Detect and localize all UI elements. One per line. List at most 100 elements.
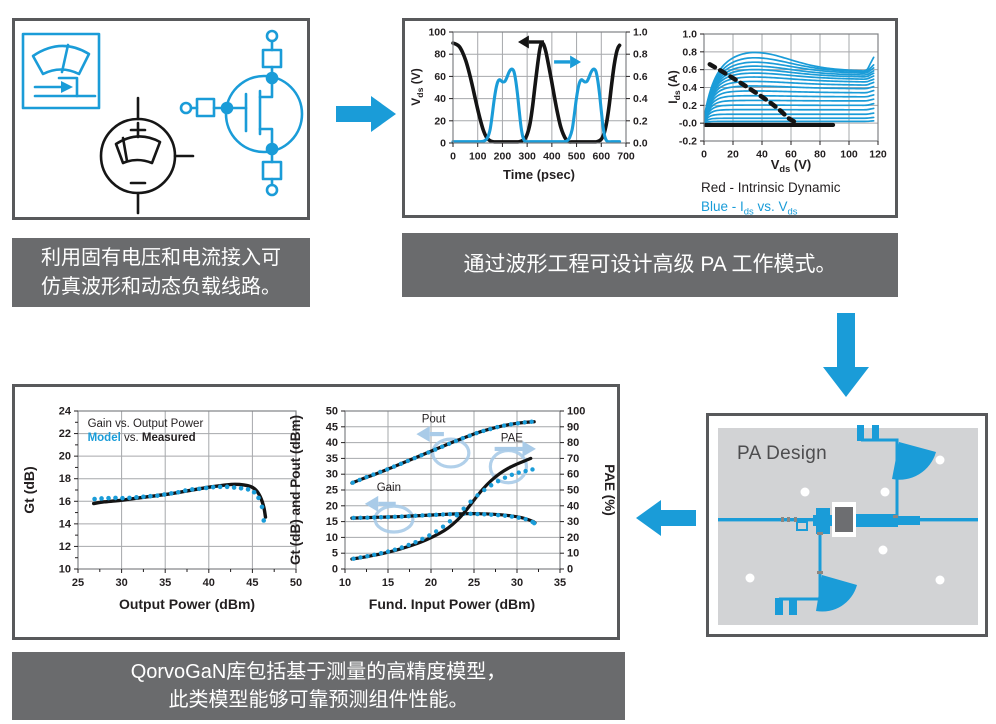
svg-text:35: 35 [159,577,171,589]
caption-line: 通过波形工程可设计高级 PA 工作模式。 [463,253,837,276]
svg-text:25: 25 [326,485,338,497]
svg-text:0.0: 0.0 [633,138,648,150]
svg-text:10: 10 [567,548,579,560]
svg-text:35: 35 [554,577,566,589]
svg-text:35: 35 [326,453,338,465]
iv-curves-chart: 0 20 40 60 80 100 120 1.0 0.8 0.6 0.4 0.2 -0.0 -0.2 Vd… [667,29,887,175]
caption-line: 仿真波形和动态负载线路。 [41,275,281,298]
current-source-icon [99,96,195,215]
svg-text:14: 14 [59,518,72,530]
svg-text:Model vs. Measured: Model vs. Measured [88,432,196,444]
svg-text:16: 16 [59,496,71,508]
legend-ids-vs-vds: Blue - Ids vs. Vds [701,199,798,218]
svg-text:70: 70 [567,453,579,465]
svg-text:-0.0: -0.0 [679,118,697,130]
svg-text:80: 80 [567,437,579,449]
svg-text:45: 45 [246,577,258,589]
svg-text:Gt (dB) and Pout (dBm): Gt (dB) and Pout (dBm) [288,415,303,565]
pa-layout-graphic [718,425,978,625]
svg-text:PAE (%): PAE (%) [602,464,617,516]
schematic-graphic [21,29,304,215]
svg-text:0.4: 0.4 [633,93,648,105]
svg-text:200: 200 [494,151,512,163]
svg-text:Vds (V): Vds (V) [409,68,425,105]
svg-text:Time (psec): Time (psec) [503,167,575,182]
svg-text:1.0: 1.0 [682,29,697,41]
svg-text:500: 500 [568,151,586,163]
svg-text:Pout: Pout [422,414,446,426]
svg-text:0.2: 0.2 [682,100,697,112]
pa-design-label: PA Design [737,443,828,464]
pa-design-panel: PA Design [706,413,988,637]
svg-text:5: 5 [332,548,338,560]
svg-text:0: 0 [701,149,707,161]
via-holes [745,455,945,585]
svg-text:90: 90 [567,421,579,433]
svg-text:0: 0 [567,564,573,576]
svg-text:Ids (A): Ids (A) [667,70,682,103]
svg-text:40: 40 [434,93,446,105]
legend-intrinsic-dynamic: Red - Intrinsic Dynamic [701,180,841,195]
svg-text:20: 20 [59,451,71,463]
svg-text:30: 30 [511,577,523,589]
svg-text:Fund. Input Power (dBm): Fund. Input Power (dBm) [369,596,535,612]
svg-text:PAE: PAE [501,432,523,444]
svg-text:25: 25 [72,577,84,589]
caption-gan-library: QorvoGaN库包括基于测量的高精度模型， 此类模型能够可靠预测组件性能。 [12,652,625,720]
model-vs-measured-panel: Gain vs. Output Power Model vs. Measured 2… [12,384,620,640]
svg-text:15: 15 [326,516,338,528]
caption-schematic: 利用固有电压和电流接入可 仿真波形和动态负载线路。 [12,238,310,307]
svg-text:0: 0 [450,151,456,163]
svg-text:30: 30 [115,577,127,589]
svg-text:24: 24 [59,406,72,418]
svg-text:-0.2: -0.2 [679,136,697,148]
svg-text:40: 40 [756,149,768,161]
svg-text:Gain: Gain [377,482,401,494]
svg-text:10: 10 [339,577,351,589]
gain-vs-output-power-chart: Gain vs. Output Power Model vs. Measured 2… [21,406,302,613]
transistor-icon [179,29,304,197]
svg-text:0.6: 0.6 [633,71,648,83]
svg-text:30: 30 [326,469,338,481]
svg-text:12: 12 [59,541,71,553]
svg-text:45: 45 [326,421,338,433]
svg-text:600: 600 [593,151,611,163]
svg-text:100: 100 [469,151,487,163]
caption-line: 利用固有电压和电流接入可 [41,246,281,269]
svg-text:25: 25 [468,577,480,589]
svg-text:40: 40 [203,577,215,589]
svg-text:100: 100 [840,149,858,161]
caption-line: QorvoGaN库包括基于测量的高精度模型， [130,661,507,683]
input-stub-loop [796,521,808,531]
svg-text:700: 700 [617,151,635,163]
svg-text:20: 20 [326,500,338,512]
svg-text:15: 15 [382,577,394,589]
svg-text:50: 50 [290,577,302,589]
svg-text:400: 400 [543,151,561,163]
flow-arrow-right-icon [336,96,396,132]
svg-text:60: 60 [785,149,797,161]
svg-text:0: 0 [440,138,446,150]
radial-stub-top [892,442,936,480]
svg-text:80: 80 [434,49,446,61]
svg-text:50: 50 [567,485,579,497]
svg-text:0: 0 [332,564,338,576]
svg-text:0.8: 0.8 [682,46,697,58]
voltage-meter-icon [21,32,101,110]
svg-text:60: 60 [434,71,446,83]
svg-text:20: 20 [425,577,437,589]
svg-text:50: 50 [326,406,338,418]
svg-text:Gt (dB): Gt (dB) [21,466,37,513]
svg-text:0.4: 0.4 [682,82,697,94]
svg-text:1.0: 1.0 [633,27,648,39]
caption-waveform-engineering: 通过波形工程可设计高级 PA 工作模式。 [402,233,898,297]
svg-text:10: 10 [59,564,71,576]
svg-text:60: 60 [567,469,579,481]
svg-text:Output Power (dBm): Output Power (dBm) [119,596,255,612]
svg-text:Vds (V): Vds (V) [771,157,812,174]
svg-text:120: 120 [869,149,887,161]
svg-text:20: 20 [727,149,739,161]
solder-marks [781,515,898,574]
caption-line: 此类模型能够可靠预测组件性能。 [168,689,469,711]
